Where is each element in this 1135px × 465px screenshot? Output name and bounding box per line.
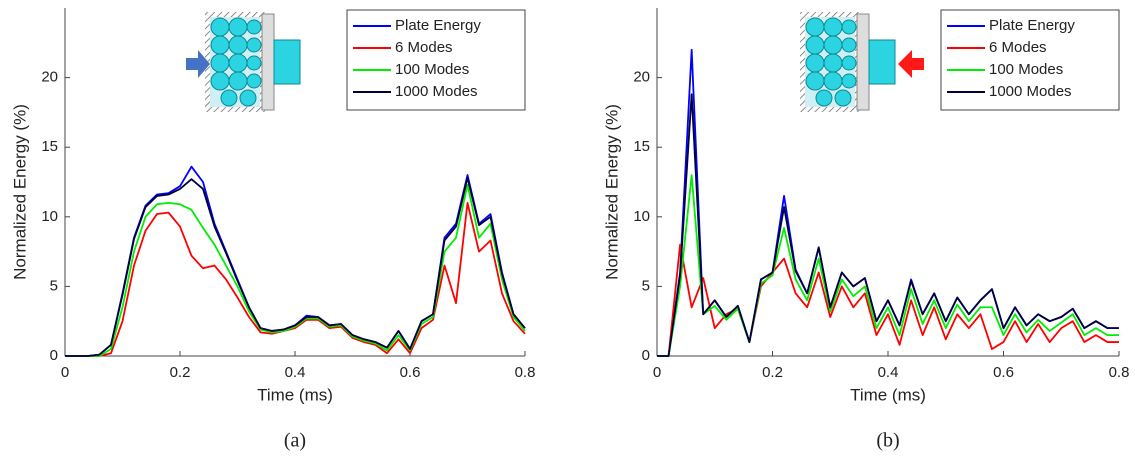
x-tick-label: 0.8 bbox=[1109, 364, 1130, 381]
x-tick-label: 0 bbox=[61, 364, 69, 381]
y-tick-label: 10 bbox=[41, 208, 58, 225]
x-tick-label: 0.4 bbox=[285, 364, 306, 381]
x-tick-label: 0 bbox=[653, 364, 661, 381]
x-tick-label: 0.8 bbox=[515, 364, 536, 381]
x-tick-label: 0.2 bbox=[170, 364, 191, 381]
legend-label: Plate Energy bbox=[395, 17, 481, 34]
x-tick-label: 0.4 bbox=[878, 364, 899, 381]
y-tick-label: 5 bbox=[642, 277, 650, 294]
legend-label: 6 Modes bbox=[989, 39, 1047, 56]
x-axis-label: Time (ms) bbox=[257, 385, 333, 404]
x-axis-label: Time (ms) bbox=[850, 385, 926, 404]
legend-label: 1000 Modes bbox=[989, 83, 1072, 100]
inset-right bbox=[800, 12, 924, 112]
legend-label: 6 Modes bbox=[395, 39, 453, 56]
inset-left bbox=[186, 12, 301, 112]
x-tick-label: 0.6 bbox=[993, 364, 1014, 381]
y-tick-label: 15 bbox=[633, 138, 650, 155]
x-tick-label: 0.6 bbox=[400, 364, 421, 381]
y-tick-label: 20 bbox=[633, 69, 650, 86]
caption: (b) bbox=[876, 430, 899, 452]
y-tick-label: 20 bbox=[41, 69, 58, 86]
series-line bbox=[65, 183, 526, 357]
y-axis-label: Normalized Energy (%) bbox=[10, 104, 29, 280]
legend-label: 100 Modes bbox=[989, 61, 1063, 78]
legend-label: 100 Modes bbox=[395, 61, 469, 78]
legend-label: Plate Energy bbox=[989, 17, 1075, 34]
y-tick-label: 0 bbox=[642, 347, 650, 364]
y-tick-label: 0 bbox=[50, 347, 58, 364]
y-tick-label: 10 bbox=[633, 208, 650, 225]
series-line bbox=[65, 176, 526, 357]
series-line bbox=[657, 174, 1119, 357]
y-tick-label: 5 bbox=[50, 277, 58, 294]
y-axis-label: Normalized Energy (%) bbox=[602, 104, 621, 280]
legend-label: 1000 Modes bbox=[395, 83, 478, 100]
x-tick-label: 0.2 bbox=[762, 364, 783, 381]
y-tick-label: 15 bbox=[41, 138, 58, 155]
caption: (a) bbox=[284, 430, 306, 452]
series-line bbox=[65, 201, 526, 357]
series-line bbox=[657, 93, 1119, 357]
